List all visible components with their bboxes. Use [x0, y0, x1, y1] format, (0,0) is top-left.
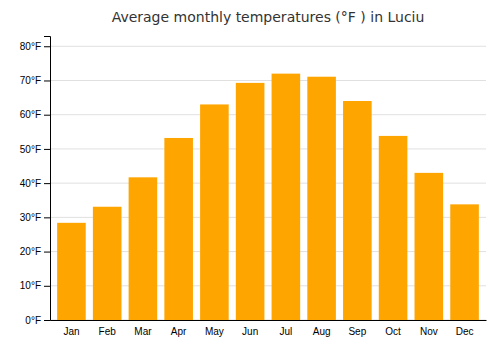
x-tick: Feb: [99, 326, 117, 337]
y-tick-label: 70°F: [20, 75, 41, 86]
grid-line: [50, 148, 486, 149]
y-tick: 70°F: [20, 75, 50, 86]
chart-svg: 0°F 10°F 20°F 30°F 40°F 50°F 60°F 70°F 80°F Jan Fe…: [0, 0, 500, 350]
y-tick: 10°F: [20, 280, 50, 291]
x-tick: Dec: [456, 326, 474, 337]
bar: [200, 104, 229, 320]
y-tick: 0°F: [25, 315, 50, 326]
x-tick: Jan: [63, 326, 79, 337]
x-tick-label: Aug: [313, 326, 331, 337]
y-tick: 20°F: [20, 246, 50, 257]
bar: [93, 207, 122, 320]
y-tick-label: 10°F: [20, 280, 41, 291]
y-tick-mark: [44, 149, 50, 150]
bar: [307, 77, 336, 320]
bar: [415, 173, 444, 320]
y-tick-label: 30°F: [20, 212, 41, 223]
x-axis-line: [51, 320, 487, 321]
y-tick-mark: [44, 286, 50, 287]
x-tick-label: May: [205, 326, 224, 337]
bar: [57, 223, 86, 320]
y-tick: 60°F: [20, 109, 50, 120]
y-tick: 50°F: [20, 144, 50, 155]
grid-line: [50, 46, 486, 47]
x-tick: Jul: [279, 326, 292, 337]
bar: [343, 101, 372, 320]
plot-area: 0°F 10°F 20°F 30°F 40°F 50°F 60°F 70°F 80°F Jan Fe…: [20, 37, 487, 338]
x-tick-label: Nov: [420, 326, 438, 337]
x-tick-label: Feb: [99, 326, 117, 337]
x-tick-label: Jun: [242, 326, 258, 337]
grid-line: [50, 114, 486, 115]
y-tick-mark: [44, 46, 50, 47]
bar: [450, 204, 479, 320]
x-tick: Oct: [385, 326, 401, 337]
bar: [272, 74, 301, 320]
bars: [57, 74, 479, 320]
x-tick: Mar: [134, 326, 152, 337]
y-tick: 40°F: [20, 178, 50, 189]
x-tick-label: Mar: [134, 326, 152, 337]
y-axis-line: [44, 37, 51, 321]
x-tick: Jun: [242, 326, 258, 337]
bar: [379, 136, 408, 320]
y-tick-mark: [44, 115, 50, 116]
y-axis: 0°F 10°F 20°F 30°F 40°F 50°F 60°F 70°F 80°F: [20, 37, 51, 326]
y-tick-mark: [44, 320, 50, 321]
x-tick-label: Oct: [385, 326, 401, 337]
grid: [50, 46, 486, 320]
y-tick-label: 60°F: [20, 109, 41, 120]
y-tick-mark: [44, 80, 50, 81]
y-tick-mark: [44, 252, 50, 253]
y-tick-label: 20°F: [20, 246, 41, 257]
x-tick-label: Jul: [279, 326, 292, 337]
x-tick: May: [205, 326, 224, 337]
bar: [129, 177, 158, 320]
y-tick-mark: [44, 217, 50, 218]
grid-line: [50, 80, 486, 81]
y-tick: 30°F: [20, 212, 50, 223]
y-tick-mark: [44, 183, 50, 184]
x-tick-label: Sep: [348, 326, 366, 337]
bar: [164, 138, 193, 320]
y-tick-label: 80°F: [20, 41, 41, 52]
x-tick: Sep: [348, 326, 366, 337]
x-tick-label: Dec: [456, 326, 474, 337]
x-tick: Apr: [171, 326, 187, 337]
y-tick: 80°F: [20, 41, 50, 52]
y-tick-label: 50°F: [20, 144, 41, 155]
x-tick: Aug: [313, 326, 331, 337]
y-tick-label: 0°F: [25, 315, 41, 326]
bar: [236, 83, 265, 320]
x-tick-label: Jan: [63, 326, 79, 337]
chart-title: Average monthly temperatures (°F ) in Lu…: [112, 9, 425, 25]
x-axis: Jan Feb Mar Apr May Jun Jul Aug Sep Oct Nov Dec: [51, 321, 487, 338]
x-tick: Nov: [420, 326, 438, 337]
x-tick-label: Apr: [171, 326, 187, 337]
y-tick-label: 40°F: [20, 178, 41, 189]
chart-container: 0°F 10°F 20°F 30°F 40°F 50°F 60°F 70°F 80°F Jan Fe…: [0, 0, 500, 350]
